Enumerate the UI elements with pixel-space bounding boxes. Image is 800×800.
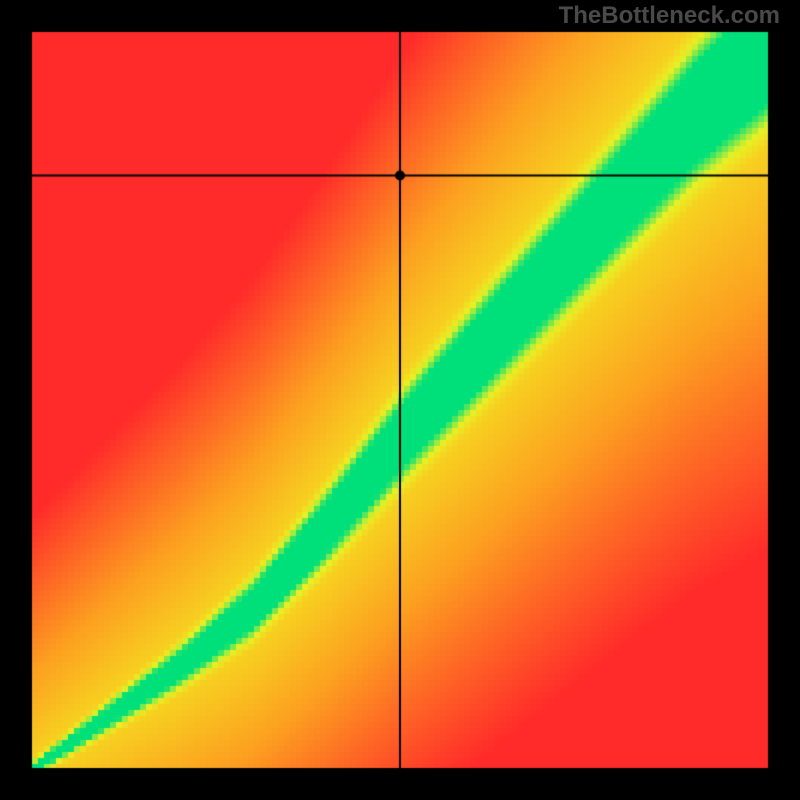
bottleneck-heatmap-canvas	[0, 0, 800, 800]
watermark-text: TheBottleneck.com	[559, 2, 780, 30]
chart-container: TheBottleneck.com	[0, 0, 800, 800]
